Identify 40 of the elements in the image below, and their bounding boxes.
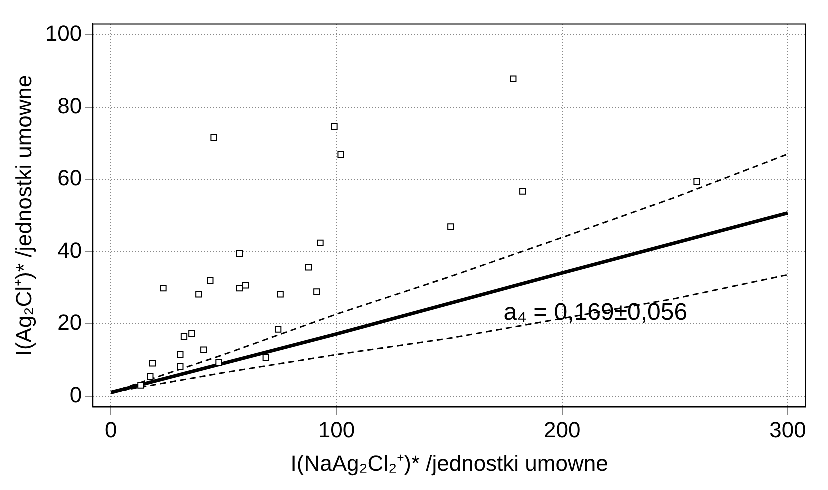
x-tick-label: 100 [318, 417, 356, 442]
point [180, 333, 188, 340]
point [147, 374, 154, 380]
point [177, 363, 184, 370]
y-tick-label: 100 [45, 21, 82, 46]
y-tick-label: 0 [70, 382, 82, 408]
point [314, 288, 320, 296]
point [262, 354, 270, 362]
point [210, 134, 218, 141]
y-tick-label: 20 [58, 310, 82, 336]
x-tick-label: 200 [544, 417, 581, 442]
point [216, 359, 222, 366]
point [236, 284, 244, 292]
point [520, 188, 526, 195]
point [177, 351, 184, 358]
point [331, 123, 338, 130]
point [200, 346, 208, 354]
y-tick-label: 60 [58, 166, 82, 191]
point [207, 277, 214, 284]
point [694, 178, 700, 186]
point [196, 291, 202, 298]
x-tick-label: 0 [105, 417, 118, 442]
y-tick-label: 80 [58, 93, 82, 118]
y-axis-title: I(Ag₂Cl⁺)* /jednostki umowne [11, 75, 36, 356]
y-tick-label: 40 [58, 238, 82, 263]
x-tick-label: 300 [770, 417, 806, 442]
x-axis-title: I(NaAg₂Cl₂⁺)* /jednostki umowne [290, 450, 608, 476]
point [277, 291, 284, 298]
point [138, 382, 144, 389]
point [448, 224, 454, 230]
point [236, 250, 244, 257]
point [317, 240, 324, 246]
point [274, 326, 282, 333]
point [305, 264, 312, 271]
point [338, 151, 344, 158]
point [188, 330, 196, 338]
point [160, 284, 167, 292]
point [510, 76, 517, 82]
point [149, 360, 156, 367]
point [242, 282, 250, 289]
